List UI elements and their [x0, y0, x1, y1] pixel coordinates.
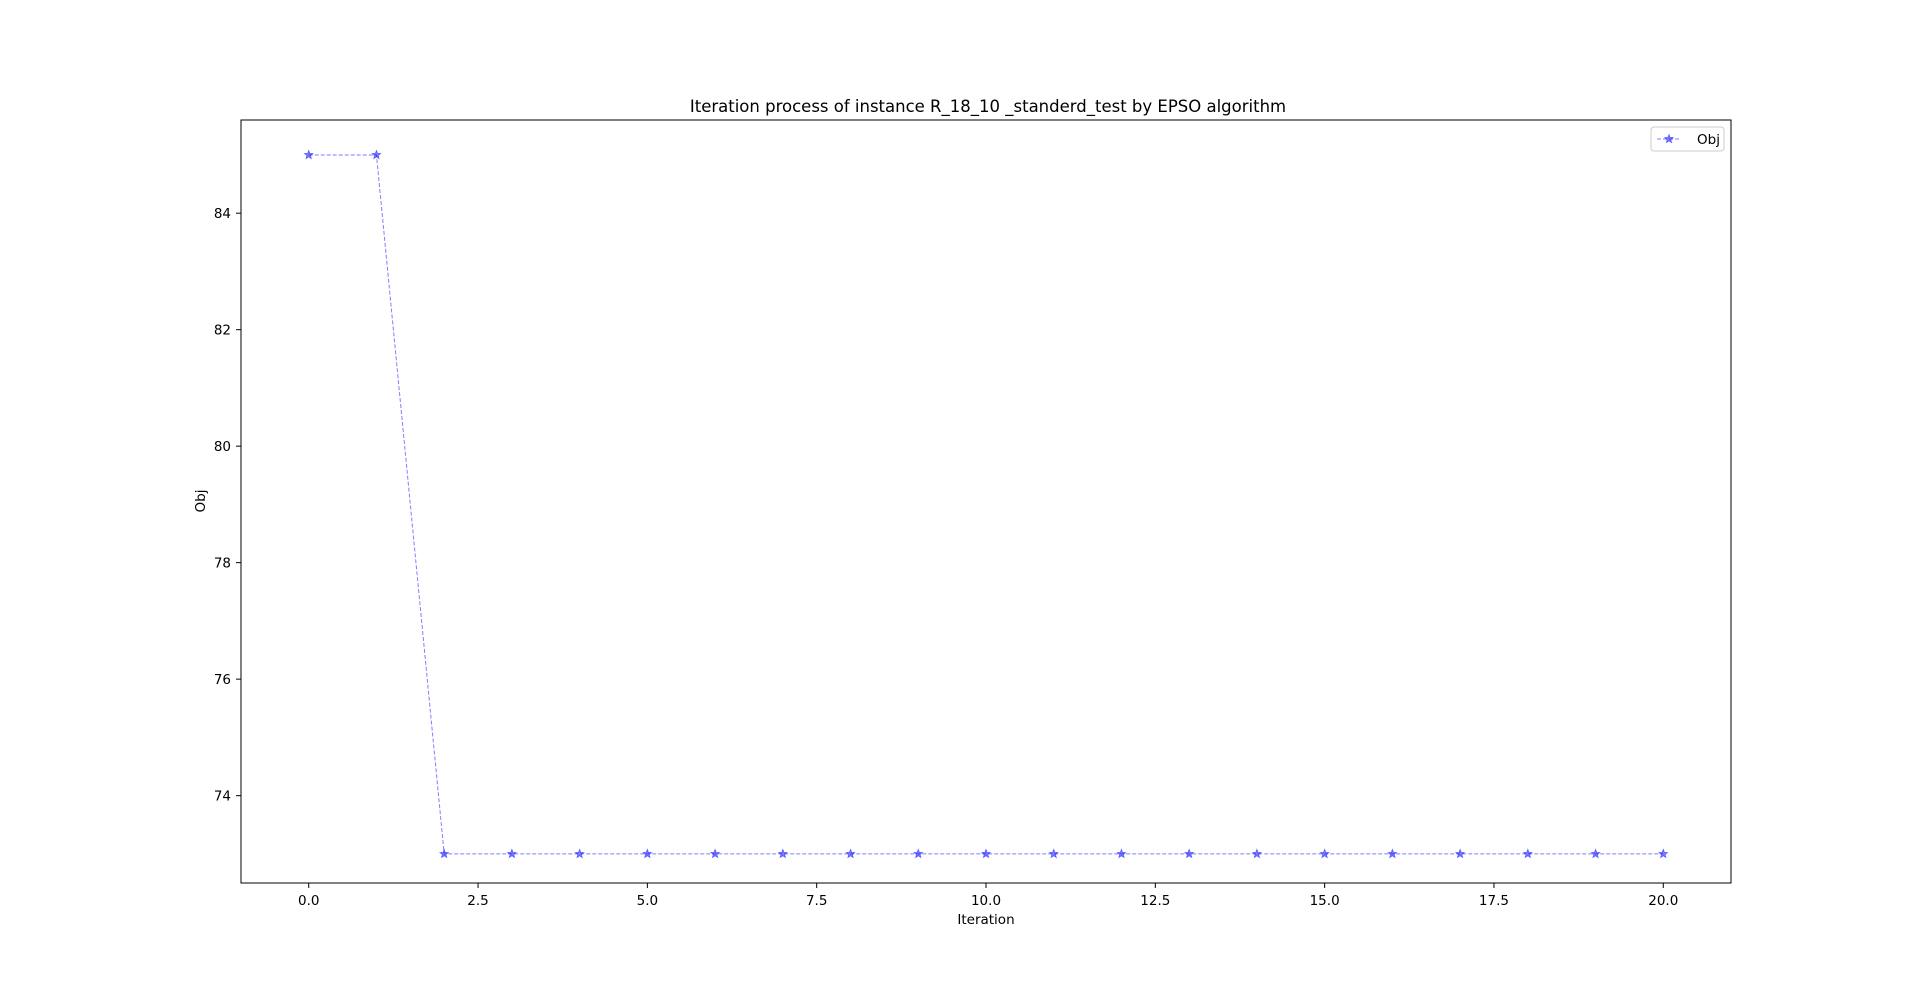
- data-point-marker: [371, 149, 382, 160]
- plot-area: [303, 149, 1669, 859]
- legend-star-marker: [1663, 133, 1675, 144]
- x-tick-label: 7.5: [806, 893, 827, 909]
- y-tick-label: 84: [214, 206, 231, 222]
- x-tick-label: 10.0: [971, 893, 1001, 909]
- data-point-marker: [1319, 848, 1331, 859]
- x-tick-label: 5.0: [637, 893, 658, 909]
- data-point-marker: [1048, 848, 1060, 859]
- data-point-marker: [574, 848, 586, 859]
- data-point-marker: [1116, 848, 1127, 859]
- y-tick-label: 78: [214, 556, 231, 572]
- legend-label: Obj: [1697, 132, 1720, 148]
- y-axis-label: Obj: [193, 490, 209, 513]
- axis-ticks: 0.0 2.5 5.0 7.5 10.0 12.5 15.0 17.5 20.0 74 76 78 80…: [214, 206, 1678, 909]
- x-tick-label: 0.0: [298, 893, 319, 909]
- data-point-marker: [1590, 848, 1601, 859]
- x-tick-label: 20.0: [1648, 893, 1678, 909]
- data-point-marker: [1251, 848, 1263, 859]
- legend-box: [1650, 126, 1725, 152]
- data-point-marker: [912, 848, 924, 859]
- chart-title: Iteration process of instance R_18_10 _s…: [690, 97, 1286, 117]
- data-point-marker: [1454, 848, 1466, 859]
- data-point-marker: [1657, 848, 1669, 859]
- data-point-marker: [438, 848, 450, 859]
- data-point-marker: [1183, 848, 1195, 859]
- data-point-marker: [709, 848, 721, 859]
- y-tick-label: 82: [214, 323, 231, 339]
- data-point-marker: [1522, 848, 1534, 859]
- y-tick-label: 74: [214, 789, 231, 805]
- x-axis-label: Iteration: [957, 912, 1014, 928]
- data-point-marker: [845, 848, 856, 859]
- data-point-marker: [641, 848, 653, 859]
- x-tick-label: 2.5: [467, 893, 488, 909]
- y-tick-label: 76: [214, 672, 231, 688]
- x-tick-label: 17.5: [1479, 893, 1509, 909]
- data-point-marker: [303, 149, 315, 160]
- legend: Obj: [1650, 126, 1725, 152]
- x-tick-label: 15.0: [1310, 893, 1340, 909]
- y-tick-label: 80: [214, 439, 231, 455]
- x-tick-label: 12.5: [1140, 893, 1170, 909]
- data-point-marker: [506, 848, 518, 859]
- data-point-marker: [777, 848, 789, 859]
- data-point-marker: [980, 848, 992, 859]
- data-point-marker: [1386, 848, 1398, 859]
